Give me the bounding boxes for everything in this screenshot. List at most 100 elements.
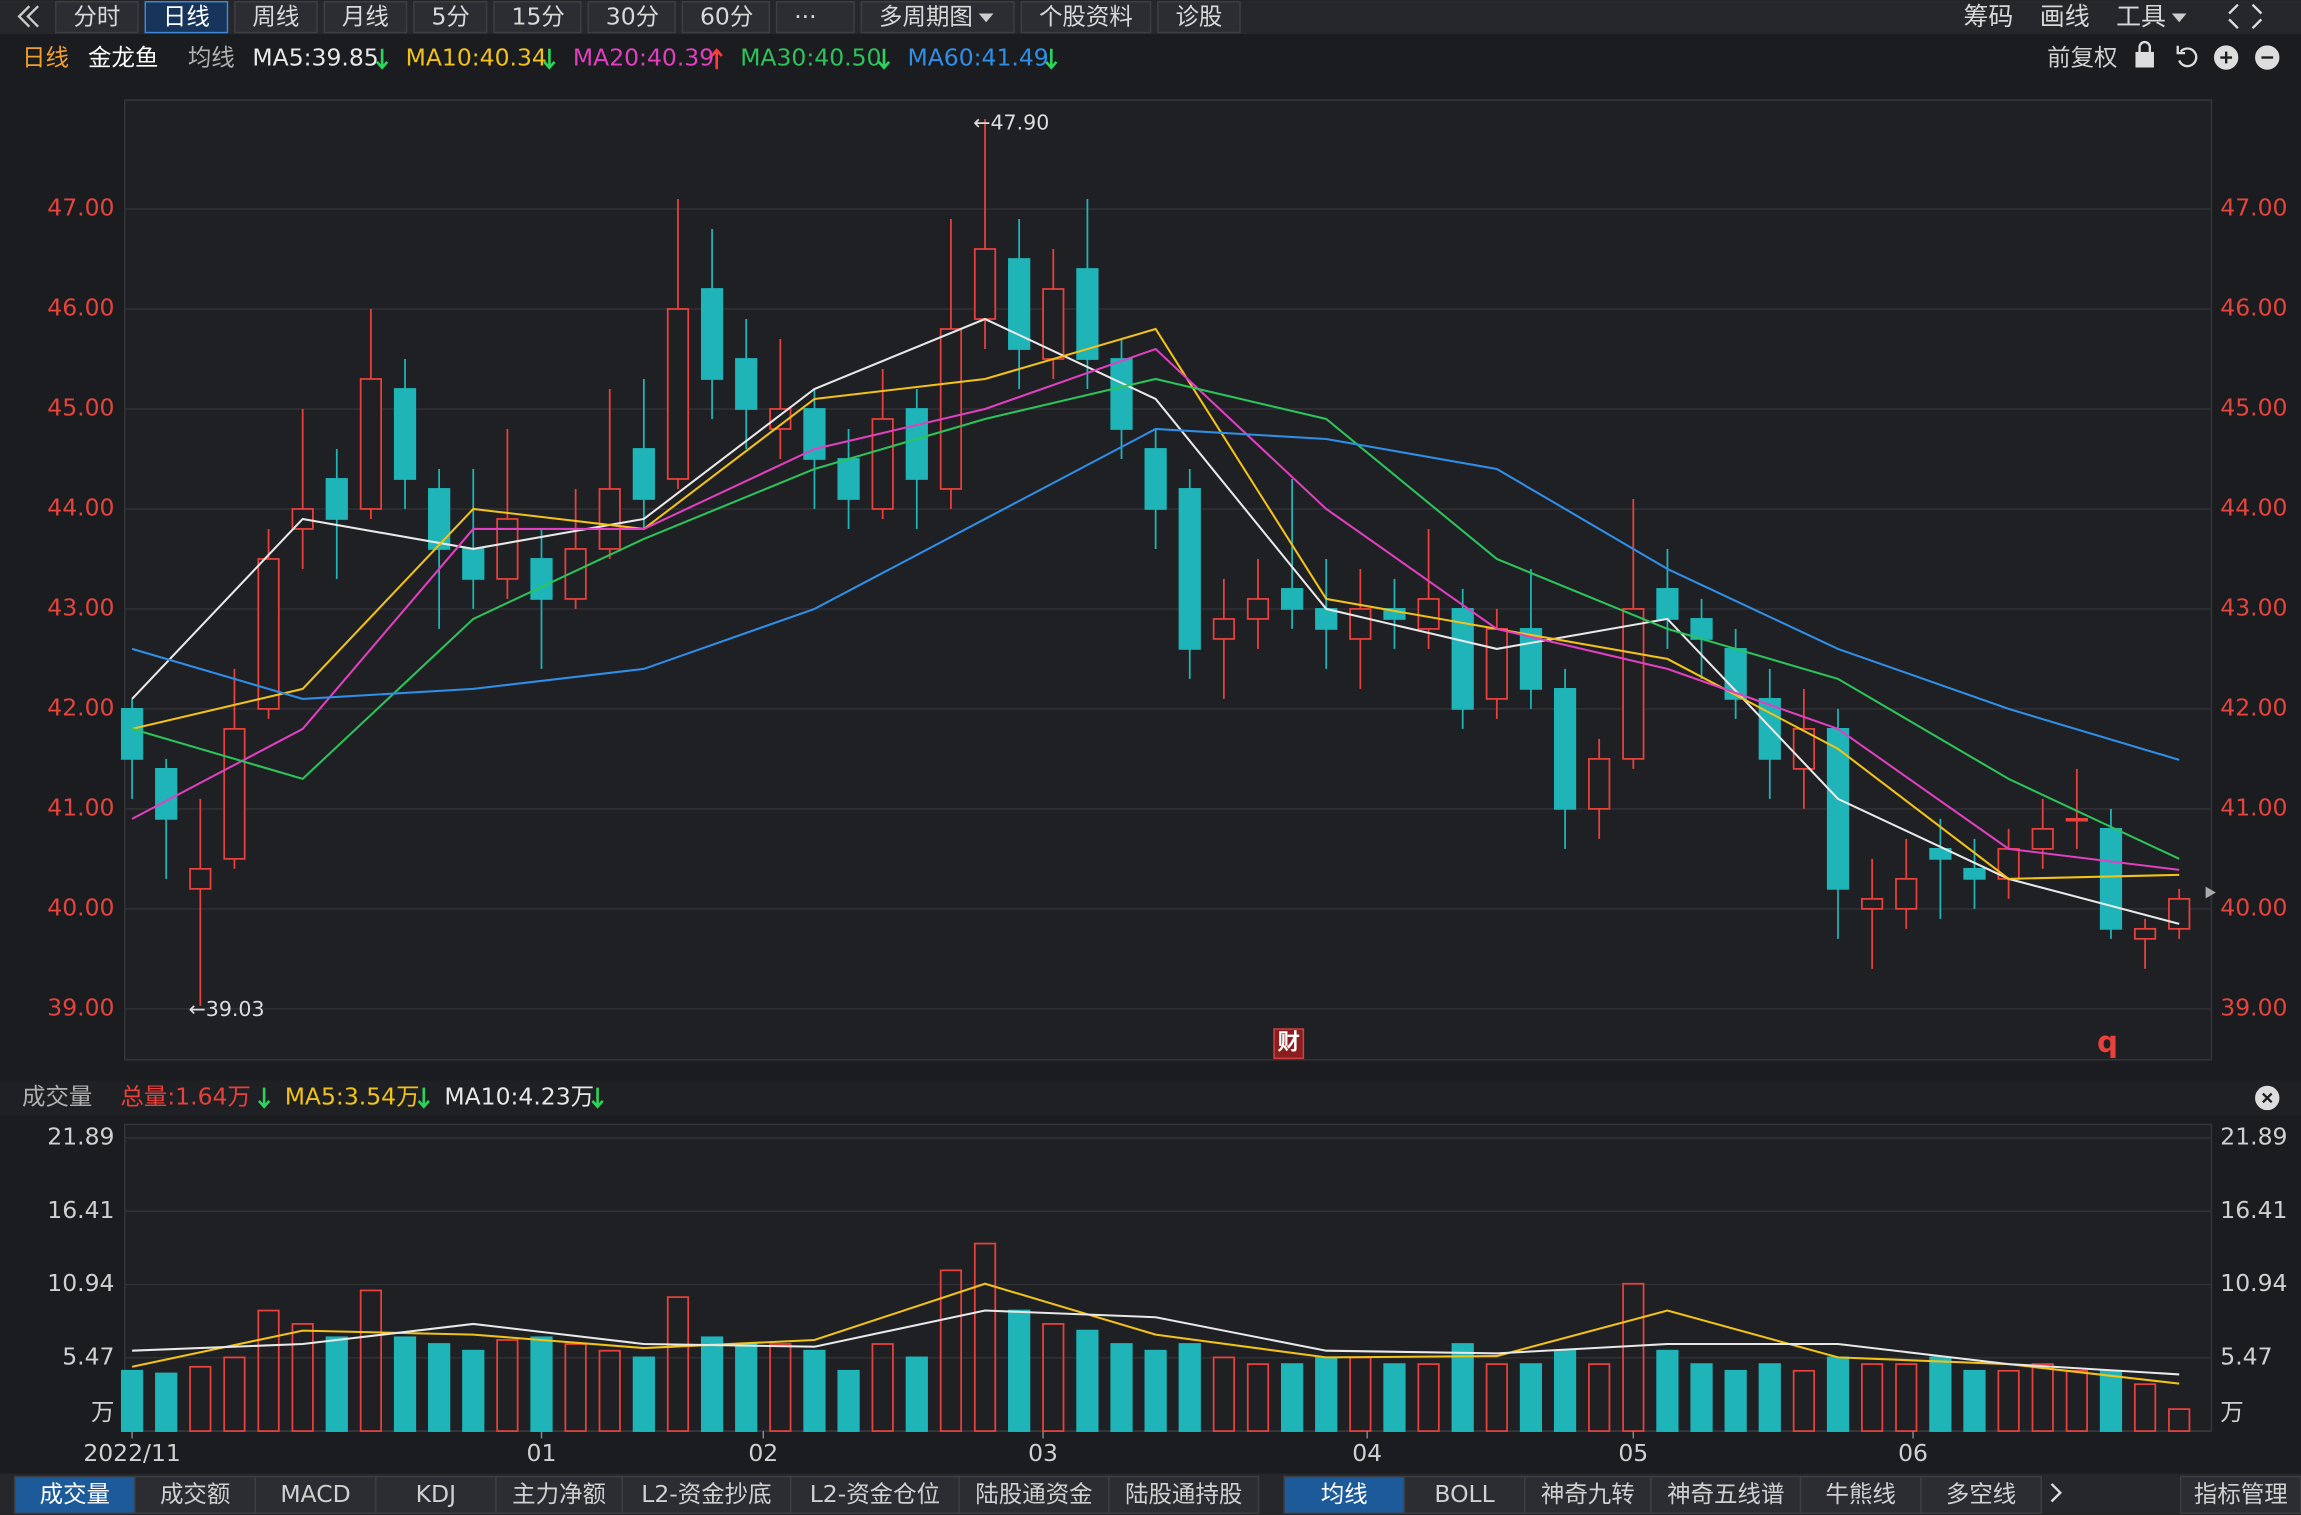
indicator-tab-label[interactable]: 主力净额 [512, 1480, 606, 1508]
indicator-tab-label[interactable]: 陆股通持股 [1125, 1480, 1242, 1508]
toolbar-label[interactable]: 诊股 [1175, 2, 1222, 30]
toolbar-label[interactable]: 5分 [431, 2, 469, 30]
manage-tab[interactable] [2179, 1475, 2301, 1514]
volume-tick-label-right: 万 [2220, 1398, 2243, 1426]
y-tick-label: 45.00 [47, 393, 114, 421]
stock-name: 金龙鱼 [88, 43, 158, 71]
indicator-tab[interactable] [1283, 1475, 1406, 1514]
candle-body [1485, 628, 1508, 700]
toolbar-label[interactable]: 30分 [606, 2, 659, 30]
pane-icons[interactable] [1242, 3, 2280, 1503]
indicator-tab[interactable] [1920, 1475, 2042, 1514]
toolbar-button[interactable] [681, 1, 770, 34]
lock-shackle[interactable] [2138, 41, 2152, 54]
indicator-tab[interactable] [495, 1475, 623, 1514]
volume-bar [871, 1343, 894, 1432]
fullscreen-icon[interactable] [2228, 3, 2263, 29]
volume-bar [1826, 1356, 1850, 1432]
zoom-in-sign[interactable] [2220, 51, 2233, 64]
y-tick-label-right: 44.00 [2220, 493, 2287, 521]
volume-bar [1588, 1363, 1611, 1432]
candle-body [1076, 268, 1099, 360]
candle-body [1008, 258, 1031, 350]
toolbar-label[interactable]: 画线 [2040, 2, 2090, 31]
volume-bar [530, 1336, 553, 1432]
adjust-label[interactable]: 前复权 [2047, 43, 2117, 71]
volume-bar [1690, 1363, 1713, 1432]
undo-icon[interactable] [2176, 45, 2198, 68]
toolbar-label[interactable]: 工具 [2116, 2, 2166, 31]
candle-body [666, 308, 690, 480]
toolbar-button[interactable] [1157, 1, 1241, 34]
toolbar-button[interactable] [413, 1, 488, 34]
indicator-tab-label[interactable]: 成交量 [40, 1480, 110, 1508]
candle-body [939, 328, 963, 490]
toolbar-label[interactable]: ··· [794, 2, 816, 30]
candle-body [325, 478, 348, 520]
indicator-tab[interactable] [1523, 1475, 1652, 1514]
indicator-tab-label[interactable]: 神奇五线谱 [1667, 1480, 1784, 1508]
badge-text[interactable]: q [2097, 1025, 2118, 1059]
indicator-tab-label[interactable]: 多空线 [1946, 1480, 2016, 1508]
y-tick-label-right: 43.00 [2220, 593, 2287, 621]
indicator-tab-label[interactable]: 均线 [1321, 1480, 1368, 1508]
toolbar-label[interactable]: 月线 [342, 2, 389, 30]
y-tick-label: 39.00 [47, 993, 114, 1021]
indicator-tab-label[interactable]: 牛熊线 [1826, 1480, 1896, 1508]
indicator-tab-label[interactable]: L2-资金仓位 [810, 1480, 940, 1508]
candle-body [428, 488, 451, 550]
indicator-tab-label[interactable]: KDJ [416, 1480, 456, 1508]
candle-body [393, 388, 417, 480]
indicator-tab[interactable] [789, 1475, 960, 1514]
badge-bg[interactable] [1273, 1028, 1305, 1060]
indicator-tab[interactable] [1799, 1475, 1922, 1514]
volume-legend: MA5:3.54万 [285, 1082, 420, 1110]
indicator-tab-label[interactable]: 陆股通资金 [975, 1480, 1092, 1508]
indicator-tab-label[interactable]: 神奇九转 [1541, 1480, 1635, 1508]
more-tabs-right[interactable] [2050, 1483, 2062, 1503]
toolbar-button[interactable] [55, 1, 139, 34]
manage-tab-label[interactable]: 指标管理 [2194, 1480, 2288, 1508]
toolbar-button[interactable] [587, 1, 676, 34]
toolbar-label[interactable]: 个股资料 [1039, 2, 1133, 30]
volume-bar [2031, 1363, 2054, 1432]
toolbar-button[interactable] [493, 1, 582, 34]
candle-body [462, 548, 485, 580]
toolbar-label[interactable]: 日线 [163, 2, 210, 30]
indicator-tab-label[interactable]: BOLL [1434, 1480, 1494, 1508]
indicator-tab-label[interactable]: L2-资金抄底 [641, 1480, 771, 1508]
toolbar-button[interactable] [1020, 1, 1152, 34]
toolbar-label[interactable]: 多周期图 [879, 2, 973, 30]
back-icon[interactable] [17, 5, 39, 28]
indicator-tab[interactable] [374, 1475, 497, 1514]
toolbar-label[interactable]: 筹码 [1963, 2, 2013, 31]
toolbar-label[interactable]: 60分 [700, 2, 753, 30]
lock-icon[interactable] [2135, 51, 2154, 68]
y-tick-label-right: 45.00 [2220, 393, 2287, 421]
candle-body [598, 488, 621, 550]
indicator-tab[interactable] [958, 1475, 1110, 1514]
toolbar-button[interactable] [323, 1, 408, 34]
close-sign[interactable] [2262, 1092, 2273, 1104]
indicator-tab[interactable] [13, 1475, 136, 1514]
dropdown-caret[interactable] [2171, 13, 2187, 23]
volume-bar [155, 1372, 178, 1432]
indicator-tab-label[interactable]: 成交额 [160, 1480, 230, 1508]
indicator-tab[interactable] [621, 1475, 792, 1514]
toolbar-button[interactable] [234, 1, 318, 34]
toolbar-label[interactable]: 周线 [252, 2, 299, 30]
indicator-tab-label[interactable]: MACD [280, 1480, 350, 1508]
indicator-tab[interactable] [1108, 1475, 1260, 1514]
toolbar-button[interactable] [144, 1, 229, 34]
indicator-tab[interactable] [1650, 1475, 1802, 1514]
badge-text[interactable]: 财 [1278, 1031, 1300, 1056]
toolbar-label[interactable]: 分时 [73, 2, 120, 30]
toolbar-label[interactable]: 15分 [512, 2, 565, 30]
volume-tick-label: 5.47 [62, 1342, 114, 1370]
indicator-tab[interactable] [254, 1475, 377, 1514]
y-tick-label: 44.00 [47, 493, 114, 521]
volume-tick-label-right: 16.41 [2220, 1196, 2287, 1224]
dropdown-caret[interactable] [978, 13, 994, 23]
x-tick-label: 2022/11 [83, 1439, 181, 1467]
toolbar-button[interactable] [775, 1, 855, 34]
